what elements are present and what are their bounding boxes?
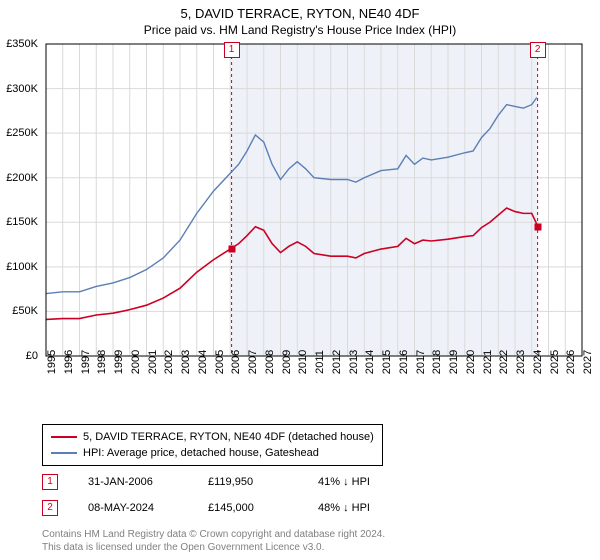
x-tick-label: 2010	[297, 350, 309, 374]
legend-swatch	[51, 452, 77, 454]
y-tick-label: £300K	[6, 83, 38, 95]
x-tick-label: 2022	[498, 350, 510, 374]
y-tick-label: £350K	[6, 38, 38, 50]
x-tick-label: 2006	[230, 350, 242, 374]
x-tick-label: 2003	[180, 350, 192, 374]
x-tick-label: 2025	[549, 350, 561, 374]
legend-swatch	[51, 436, 77, 438]
transaction-row-1: 1 31-JAN-2006 £119,950 41% ↓ HPI	[42, 474, 370, 490]
x-tick-label: 2012	[331, 350, 343, 374]
x-tick-label: 2007	[247, 350, 259, 374]
x-tick-label: 2021	[482, 350, 494, 374]
footer-line-2: This data is licensed under the Open Gov…	[42, 541, 385, 554]
transaction-hpi-diff: 41% ↓ HPI	[318, 476, 370, 488]
x-tick-label: 2015	[381, 350, 393, 374]
y-tick-label: £250K	[6, 127, 38, 139]
x-tick-label: 2020	[465, 350, 477, 374]
footer-line-1: Contains HM Land Registry data © Crown c…	[42, 528, 385, 541]
transaction-date: 31-JAN-2006	[88, 476, 178, 488]
y-tick-label: £200K	[6, 172, 38, 184]
transaction-price: £119,950	[208, 476, 288, 488]
x-tick-label: 2019	[448, 350, 460, 374]
x-tick-label: 2013	[348, 350, 360, 374]
x-tick-label: 2027	[582, 350, 594, 374]
chart-container: 5, DAVID TERRACE, RYTON, NE40 4DF Price …	[0, 0, 600, 560]
x-tick-label: 1996	[63, 350, 75, 374]
transaction-point	[228, 246, 235, 253]
y-tick-label: £50K	[12, 305, 38, 317]
y-tick-label: £100K	[6, 261, 38, 273]
x-tick-label: 2002	[163, 350, 175, 374]
x-tick-label: 2008	[264, 350, 276, 374]
transaction-price: £145,000	[208, 502, 288, 514]
transaction-marker-icon: 1	[42, 474, 58, 490]
x-tick-label: 2005	[214, 350, 226, 374]
y-tick-label: £150K	[6, 216, 38, 228]
legend-label: 5, DAVID TERRACE, RYTON, NE40 4DF (detac…	[83, 431, 374, 443]
x-tick-label: 2023	[515, 350, 527, 374]
x-tick-label: 2009	[281, 350, 293, 374]
x-tick-label: 1995	[46, 350, 58, 374]
footer-text: Contains HM Land Registry data © Crown c…	[42, 528, 385, 554]
x-tick-label: 2001	[147, 350, 159, 374]
legend-label: HPI: Average price, detached house, Gate…	[83, 447, 319, 459]
x-tick-label: 1997	[80, 350, 92, 374]
x-tick-label: 2018	[431, 350, 443, 374]
x-tick-label: 1998	[96, 350, 108, 374]
x-tick-label: 2011	[314, 350, 326, 374]
transaction-marker-2: 2	[530, 42, 546, 58]
x-tick-label: 2026	[565, 350, 577, 374]
transaction-date: 08-MAY-2024	[88, 502, 178, 514]
transaction-row-2: 2 08-MAY-2024 £145,000 48% ↓ HPI	[42, 500, 370, 516]
transaction-marker-1: 1	[224, 42, 240, 58]
legend-row: HPI: Average price, detached house, Gate…	[51, 445, 374, 461]
transaction-marker-icon: 2	[42, 500, 58, 516]
transaction-point	[534, 223, 541, 230]
x-tick-label: 2017	[415, 350, 427, 374]
legend: 5, DAVID TERRACE, RYTON, NE40 4DF (detac…	[42, 424, 383, 466]
transaction-hpi-diff: 48% ↓ HPI	[318, 502, 370, 514]
x-tick-label: 2004	[197, 350, 209, 374]
legend-row: 5, DAVID TERRACE, RYTON, NE40 4DF (detac…	[51, 429, 374, 445]
x-tick-label: 2024	[532, 350, 544, 374]
plot-area	[0, 0, 600, 358]
x-tick-label: 1999	[113, 350, 125, 374]
y-tick-label: £0	[26, 350, 38, 362]
x-tick-label: 2016	[398, 350, 410, 374]
x-tick-label: 2000	[130, 350, 142, 374]
x-tick-label: 2014	[364, 350, 376, 374]
